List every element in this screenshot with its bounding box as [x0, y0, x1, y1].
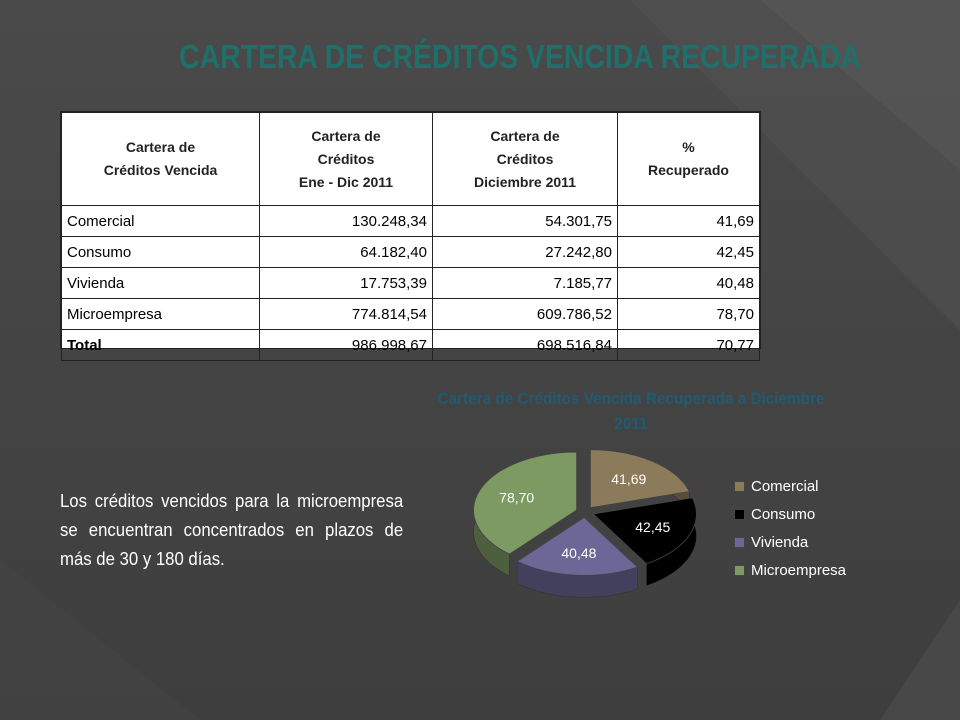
cell-pct: 42,45: [617, 236, 760, 268]
cell-recuperada: 698.516,84: [432, 329, 618, 361]
chart-legend: Comercial Consumo Vivienda Microempresa: [734, 472, 934, 584]
legend-swatch: [734, 480, 745, 492]
legend-swatch: [734, 508, 745, 520]
cell-vencida: 986.998,67: [259, 329, 433, 361]
header-line: Créditos Vencida: [103, 162, 218, 178]
legend-swatch: [734, 536, 745, 548]
header-cartera-vencida: Cartera de Créditos Vencida: [61, 112, 260, 206]
table-row: Microempresa 774.814,54 609.786,52 78,70: [61, 298, 760, 330]
cell-pct: 78,70: [617, 298, 760, 330]
table-row: Comercial 130.248,34 54.301,75 41,69: [61, 205, 760, 237]
table-row: Vivienda 17.753,39 7.185,77 40,48: [61, 267, 760, 299]
cell-recuperada: 54.301,75: [432, 205, 618, 237]
pie-slice-consumo: [592, 497, 697, 565]
legend-item-vivienda: Vivienda: [734, 528, 934, 556]
cell-vencida: 130.248,34: [259, 205, 433, 237]
pie-data-label: 78,70: [499, 490, 534, 506]
table-header-row: Cartera de Créditos Vencida Cartera de C…: [61, 112, 760, 206]
legend-swatch: [734, 564, 745, 576]
header-line: Diciembre 2011: [474, 173, 576, 190]
pie-slice-vivienda: [516, 516, 639, 576]
pie-data-label: 41,69: [611, 471, 646, 487]
header-line: Ene - Dic 2011: [298, 173, 394, 190]
row-label: Total: [61, 329, 260, 361]
note-text: Los créditos vencidos para la microempre…: [60, 491, 404, 569]
table-row: Consumo 64.182,40 27.242,80 42,45: [61, 236, 760, 268]
cell-vencida: 64.182,40: [259, 236, 433, 268]
pie-chart: 41,69 42,45 40,48 78,70: [473, 449, 697, 598]
cell-recuperada: 609.786,52: [432, 298, 618, 330]
header-line: Cartera de: [125, 139, 196, 155]
legend-item-consumo: Consumo: [734, 500, 934, 528]
cell-vencida: 774.814,54: [259, 298, 433, 330]
header-ene-dic: Cartera de Créditos Ene - Dic 2011: [259, 112, 433, 206]
header-line: Cartera de: [311, 127, 381, 144]
cell-pct: 41,69: [617, 205, 760, 237]
slide-title: CARTERA DE CRÉDITOS VENCIDA RECUPERADA: [179, 38, 861, 75]
legend-item-microempresa: Microempresa: [734, 556, 934, 584]
legend-label: Consumo: [751, 505, 816, 523]
cell-pct: 40,48: [617, 267, 760, 299]
pie-slice-microempresa: [473, 451, 577, 555]
header-recuperado: % Recuperado: [617, 112, 760, 206]
chart-title: Cartera de Créditos Vencida Recuperada a…: [437, 389, 825, 433]
row-label: Vivienda: [61, 267, 260, 299]
pie-data-label: 42,45: [635, 519, 670, 535]
header-line: Créditos: [317, 150, 375, 167]
cell-recuperada: 7.185,77: [432, 267, 618, 299]
cell-pct: 70,77: [617, 329, 760, 361]
legend-label: Vivienda: [751, 533, 809, 551]
cell-vencida: 17.753,39: [259, 267, 433, 299]
row-label: Comercial: [61, 205, 260, 237]
pie-data-label: 40,48: [561, 545, 596, 561]
legend-label: Microempresa: [751, 561, 847, 579]
pie-slice-comercial: [590, 449, 690, 509]
header-line: Cartera de: [490, 127, 560, 144]
table-total-row: Total 986.998,67 698.516,84 70,77: [61, 329, 760, 361]
header-diciembre: Cartera de Créditos Diciembre 2011: [432, 112, 618, 206]
row-label: Consumo: [61, 236, 260, 268]
cell-recuperada: 27.242,80: [432, 236, 618, 268]
data-table: Cartera de Créditos Vencida Cartera de C…: [60, 111, 761, 361]
legend-label: Comercial: [751, 477, 819, 495]
header-line: Recuperado: [648, 162, 729, 178]
header-line: Créditos: [496, 150, 554, 167]
row-label: Microempresa: [61, 298, 260, 330]
legend-item-comercial: Comercial: [734, 472, 934, 500]
header-line: %: [682, 139, 695, 155]
